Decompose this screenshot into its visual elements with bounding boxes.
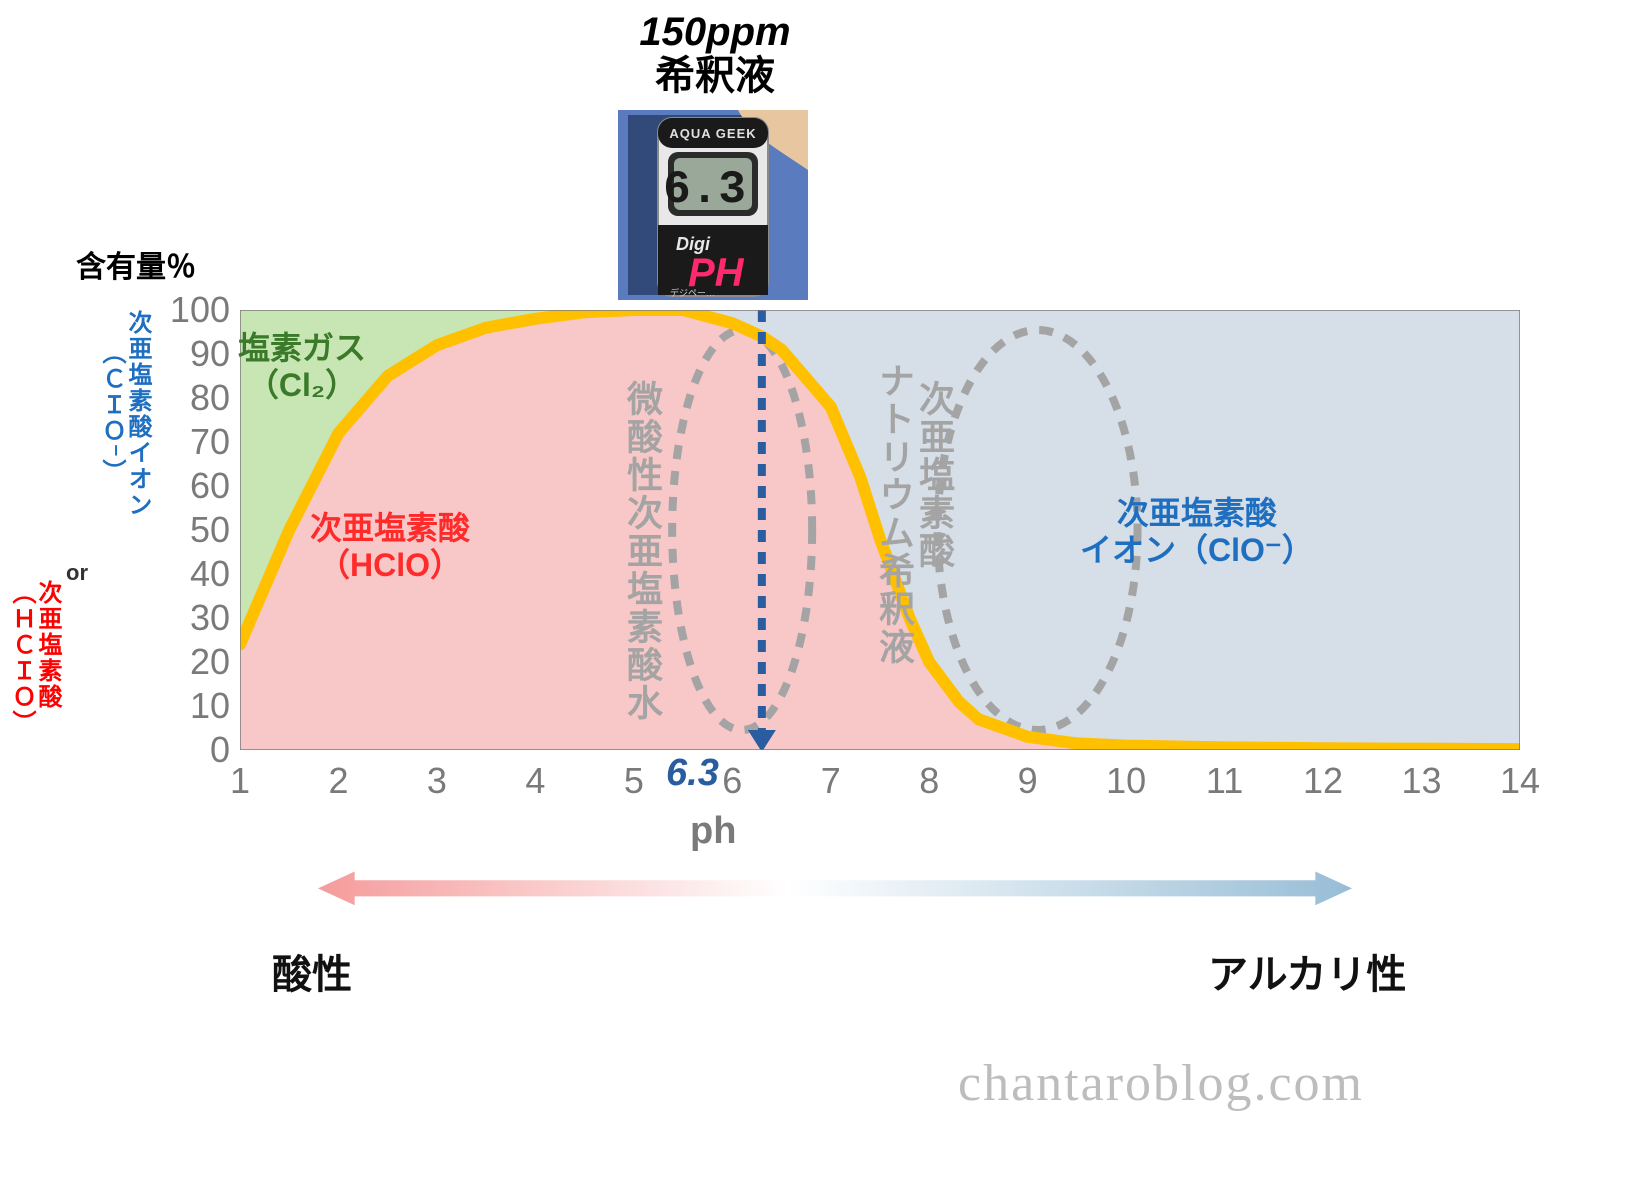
- ytick: 100: [150, 289, 230, 331]
- ph-gradient-bar: [130, 870, 1540, 914]
- ytick: 20: [150, 641, 230, 683]
- or-label: or: [66, 560, 88, 586]
- yaxis-title: 含有量％: [76, 242, 196, 286]
- ytick: 70: [150, 421, 230, 463]
- cl2-line1: 塩素ガス: [238, 330, 366, 366]
- xtick: 6: [702, 760, 762, 802]
- dilution-label: 希釈液: [655, 54, 775, 98]
- xtick: 14: [1490, 760, 1550, 802]
- region-hclo: 次亜塩素酸 （HClO）: [310, 510, 470, 584]
- xtick: 7: [801, 760, 861, 802]
- ytick: 10: [150, 685, 230, 727]
- xtick: 13: [1392, 760, 1452, 802]
- watermark: chantaroblog.com: [958, 1054, 1364, 1113]
- cl2-line2: （Cl₂）: [247, 367, 357, 403]
- svg-text:デジペー…: デジペー…: [670, 287, 715, 298]
- clo-line2: イオン（ClO⁻）: [1080, 532, 1314, 568]
- xaxis-title: ph: [690, 810, 736, 853]
- xtick: 10: [1096, 760, 1156, 802]
- xtick: 11: [1195, 760, 1255, 802]
- xtick: 9: [998, 760, 1058, 802]
- xtick: 12: [1293, 760, 1353, 802]
- hclo-line2: （HClO）: [318, 547, 462, 583]
- yaxis-red-label-2: （ＨＣＩＯ）: [4, 580, 39, 736]
- alkali-label: アルカリ性: [1208, 942, 1406, 1000]
- ytick: 30: [150, 597, 230, 639]
- clo-line1: 次亜塩素酸: [1117, 495, 1277, 531]
- ppm-value: 150ppm: [639, 10, 790, 54]
- yaxis-blue-label-2: （ＣＩＯ⁻）: [94, 340, 129, 485]
- annot-left: 微酸性次亜塩素酸水: [616, 380, 668, 722]
- region-clo: 次亜塩素酸 イオン（ClO⁻）: [1080, 495, 1314, 569]
- ytick: 40: [150, 553, 230, 595]
- annot-right-b: ナトリウム希釈液: [868, 362, 920, 666]
- svg-text:AQUA GEEK: AQUA GEEK: [669, 126, 756, 141]
- ytick: 80: [150, 377, 230, 419]
- xtick: 5: [604, 760, 664, 802]
- acid-label: 酸性: [272, 942, 352, 1000]
- ytick: 50: [150, 509, 230, 551]
- ytick: 60: [150, 465, 230, 507]
- svg-text:6.3: 6.3: [663, 164, 746, 216]
- xtick: 2: [308, 760, 368, 802]
- xtick: 1: [210, 760, 270, 802]
- ytick: 90: [150, 333, 230, 375]
- xtick: 8: [899, 760, 959, 802]
- region-cl2: 塩素ガス （Cl₂）: [238, 330, 366, 404]
- xtick: 3: [407, 760, 467, 802]
- ph-meter-image: AQUA GEEK 6.3 Digi PH デジペー…: [618, 110, 808, 300]
- hclo-line1: 次亜塩素酸: [310, 510, 470, 546]
- top-ppm-label: 150ppm 希釈液: [565, 10, 865, 98]
- xtick: 4: [505, 760, 565, 802]
